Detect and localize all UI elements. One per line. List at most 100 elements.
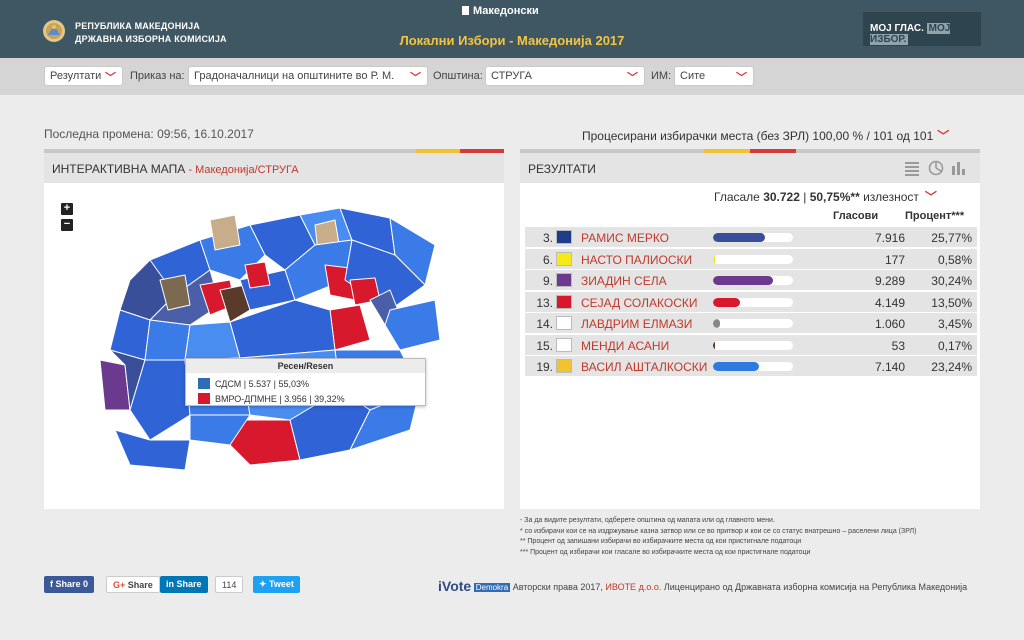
tooltip-row-text: ВМРО-ДПМНЕ | 3.956 | 39,32% — [215, 394, 345, 404]
candidate-votes: 53 — [891, 338, 905, 353]
party-logo-icon — [556, 359, 572, 373]
candidate-name[interactable]: НАСТО ПАЛИОСКИ — [581, 252, 693, 267]
municipality-region[interactable] — [329, 304, 371, 351]
linkedin-share-label: Share — [176, 579, 202, 589]
candidate-row[interactable]: 9. ЗИАДИН СЕЛА 9.289 30,24% — [525, 270, 977, 290]
vote-share-bar — [713, 362, 793, 371]
percent-column-header: Процент*** — [905, 210, 965, 222]
vote-share-bar — [713, 319, 793, 328]
municipality-region[interactable] — [159, 274, 191, 311]
macedonia-map[interactable] — [90, 200, 450, 490]
candidate-name[interactable]: ВАСИЛ АШТАЛКОСКИ — [581, 360, 708, 374]
candidate-name[interactable]: ЗИАДИН СЕЛА — [581, 274, 667, 288]
candidate-votes: 177 — [884, 252, 905, 267]
vote-share-bar — [713, 297, 793, 307]
chevron-down-icon: ﹀ — [410, 72, 421, 84]
vote-share-bar — [713, 276, 793, 285]
chevron-down-icon: ﹀ — [937, 129, 950, 143]
results-panel-title: РЕЗУЛТАТИ — [528, 162, 596, 176]
candidate-row[interactable]: 14. ЛАВДРИМ ЕЛМАЗИ 1.060 3,45% — [525, 313, 977, 333]
candidate-number: 19. — [536, 360, 553, 374]
municipality-region[interactable] — [384, 299, 441, 351]
footnotes: - За да видите резултати, одберете општи… — [520, 516, 960, 558]
municipality-region[interactable] — [114, 429, 191, 471]
candidate-row[interactable]: 15. МЕНДИ АСАНИ 53 0,17% — [525, 334, 977, 355]
footnote: ** Процент од запишани избирачи во избир… — [520, 538, 802, 545]
tooltip-row: СДСМ | 5.537 | 55,03% — [198, 378, 309, 389]
candidate-number: 15. — [536, 338, 553, 353]
copyright: iVote Demokra Авторски права 2017, ИВОТЕ… — [438, 578, 967, 594]
linkedin-share-button[interactable]: in Share — [160, 576, 208, 593]
twitter-icon: ✦ — [259, 579, 270, 589]
turnout-votes: 30.722 — [763, 190, 800, 204]
facebook-icon: f — [50, 579, 56, 589]
zoom-in-button[interactable]: + — [61, 203, 73, 215]
language-switch[interactable]: Македонски — [462, 5, 539, 17]
pie-chart-icon[interactable] — [928, 160, 944, 176]
flag-icon — [462, 6, 469, 15]
footnote: *** Процент од избирачи кои гласале во и… — [520, 548, 811, 556]
municipality-region[interactable] — [144, 319, 191, 361]
municipality-select-value: СТРУГА — [491, 70, 532, 82]
demokra-badge: Demokra — [473, 583, 511, 592]
google-plus-share-label: Share — [127, 580, 153, 590]
candidate-percent: 30,24% — [931, 274, 972, 288]
linkedin-icon: in — [166, 579, 177, 589]
municipality-region[interactable] — [229, 299, 336, 359]
copyright-text: Авторски права 2017, — [512, 582, 603, 592]
zoom-out-button[interactable]: − — [61, 219, 73, 231]
vote-share-fill — [713, 319, 720, 328]
show-select[interactable]: Градоначалници на општините во Р. М. ﹀ — [188, 66, 428, 86]
turnout-suffix: излезност — [863, 190, 919, 204]
sdsm-logo-icon — [198, 378, 210, 389]
firm-link[interactable]: ИВОТЕ д.о.о. — [605, 582, 662, 592]
candidate-votes: 7.916 — [874, 231, 905, 245]
bar-chart-icon[interactable] — [951, 160, 967, 176]
candidate-number: 3. — [542, 231, 553, 245]
candidate-name[interactable]: ЛАВДРИМ ЕЛМАЗИ — [581, 317, 693, 331]
municipality-region[interactable] — [209, 214, 241, 251]
show-select-value: Градоначалници на општините во Р. М. — [194, 70, 395, 82]
candidate-votes: 9.289 — [874, 274, 905, 288]
license-text: Лиценцирано од Државната изборна комисиј… — [663, 582, 968, 592]
app-header: РЕПУБЛИКА МАКЕДОНИЈА ДРЖАВНА ИЗБОРНА КОМ… — [0, 0, 1024, 58]
map-breadcrumb[interactable]: Македонија/СТРУГА — [195, 164, 299, 176]
vote-share-fill — [713, 233, 765, 242]
municipality-region[interactable] — [189, 414, 251, 446]
candidate-row[interactable]: 13. СЕЈАД СОЛАКОСКИ 4.149 13,50% — [525, 291, 977, 312]
party-logo-icon — [556, 230, 572, 244]
footnote: * со избирачи кои се на издржување казна… — [520, 527, 917, 535]
tweet-button[interactable]: ✦ Tweet — [253, 576, 300, 593]
google-plus-share-button[interactable]: G+ Share — [106, 576, 160, 593]
chevron-down-icon: ﹀ — [105, 72, 116, 84]
candidate-votes: 7.140 — [874, 360, 905, 374]
chevron-down-icon: ﹀ — [627, 72, 638, 84]
municipality-region[interactable] — [244, 261, 271, 289]
google-plus-icon: G+ — [113, 580, 128, 590]
processed-text: Процесирани избирачки места (без ЗРЛ) 10… — [582, 129, 934, 143]
candidate-name[interactable]: МЕНДИ АСАНИ — [581, 338, 670, 353]
moj-glas-logo[interactable]: МОЈ ГЛАС. МОЈ ИЗБОР. — [863, 12, 981, 46]
candidate-row[interactable]: 6. НАСТО ПАЛИОСКИ 177 0,58% — [525, 248, 977, 269]
table-view-icon[interactable] — [904, 160, 920, 176]
candidate-percent: 0,17% — [937, 338, 972, 353]
processed-stations[interactable]: Процесирани избирачки места (без ЗРЛ) 10… — [582, 127, 949, 144]
candidate-number: 13. — [536, 295, 553, 310]
tweet-label: Tweet — [269, 579, 294, 589]
facebook-share-label: Share 0 — [55, 579, 89, 589]
candidate-name[interactable]: РАМИС МЕРКО — [581, 231, 670, 245]
filter-bar: Резултати ﹀ Приказ на: Градоначалници на … — [0, 58, 1024, 95]
candidate-percent: 23,24% — [931, 360, 972, 374]
im-select[interactable]: Сите ﹀ — [674, 66, 754, 86]
ivote-logo[interactable]: iVote — [438, 578, 472, 594]
facebook-share-button[interactable]: f Share 0 — [44, 576, 95, 593]
candidate-row[interactable]: 3. РАМИС МЕРКО 7.916 25,77% — [525, 227, 977, 247]
results-select[interactable]: Резултати ﹀ — [44, 66, 123, 86]
vote-share-fill — [713, 254, 716, 264]
municipality-select[interactable]: СТРУГА ﹀ — [485, 66, 645, 86]
candidate-row[interactable]: 19. ВАСИЛ АШТАЛКОСКИ 7.140 23,24% — [525, 356, 977, 376]
candidate-name[interactable]: СЕЈАД СОЛАКОСКИ — [581, 295, 698, 310]
tooltip-row-text: СДСМ | 5.537 | 55,03% — [215, 379, 310, 389]
party-logo-icon — [556, 337, 572, 352]
turnout-summary[interactable]: Гласале 30.722 | 50,75%** излезност ﹀ — [714, 188, 937, 205]
